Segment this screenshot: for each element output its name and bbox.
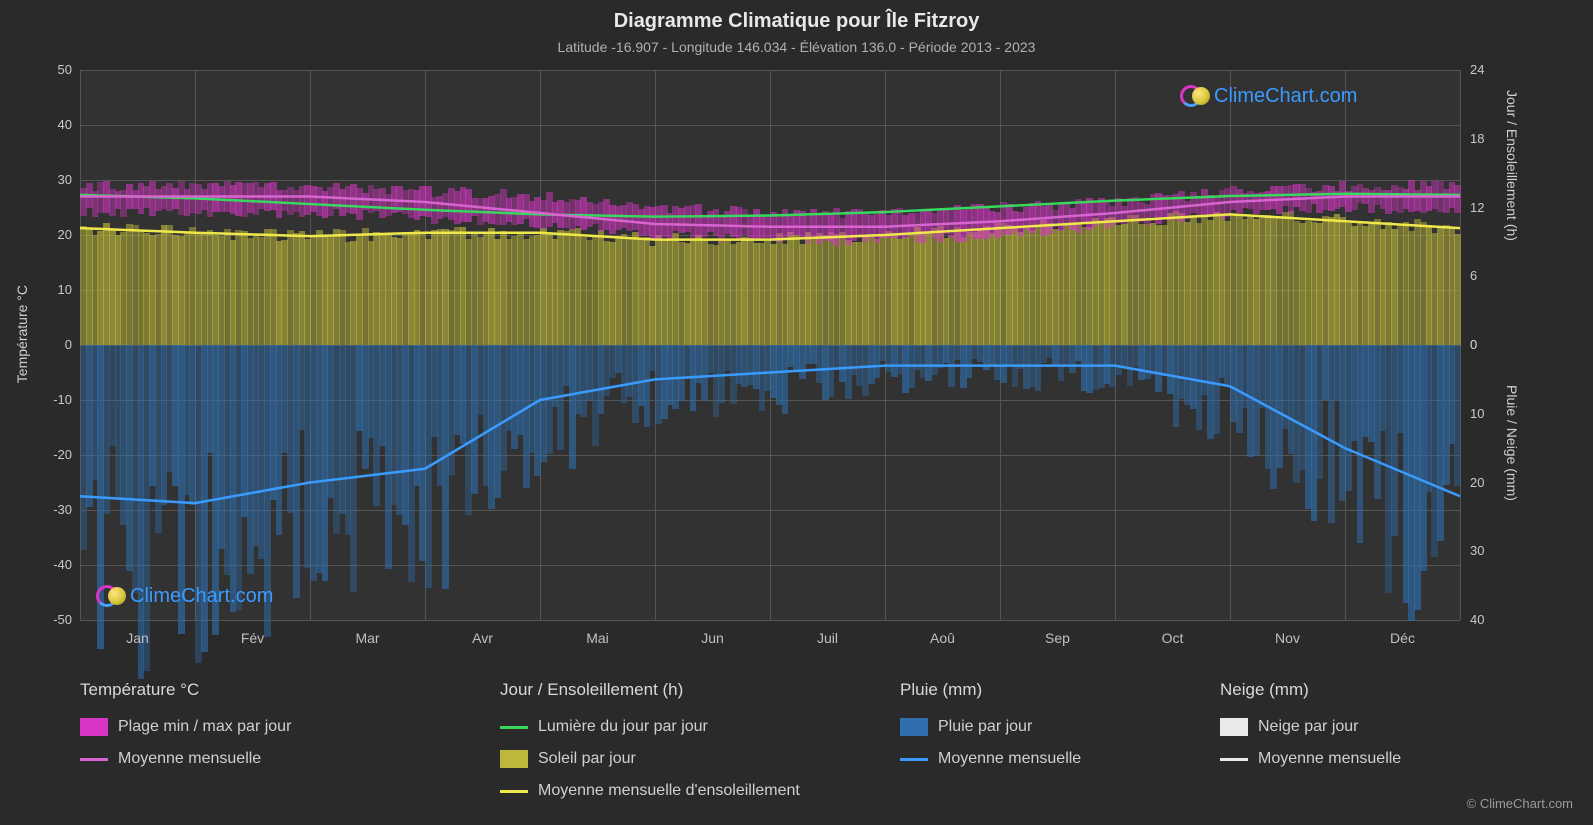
legend-column: Neige (mm) Neige par jour Moyenne mensuell… [1220,680,1520,800]
swatch-rect-icon [1220,718,1248,736]
y-left-tick: -40 [32,557,72,572]
x-tick: Aoû [930,630,955,646]
logo-icon [1180,82,1208,110]
legend-label: Moyenne mensuelle d'ensoleillement [538,782,800,800]
x-tick: Déc [1390,630,1415,646]
legend-item: Moyenne mensuelle d'ensoleillement [500,782,880,800]
y-left-tick: 30 [32,172,72,187]
chart-subtitle: Latitude -16.907 - Longitude 146.034 - É… [0,33,1593,55]
legend-item: Moyenne mensuelle [900,750,1200,768]
legend-label: Pluie par jour [938,718,1032,736]
legend-item: Lumière du jour par jour [500,718,880,736]
legend-label: Plage min / max par jour [118,718,291,736]
x-tick: Mar [355,630,379,646]
x-tick: Oct [1162,630,1184,646]
y-right-bottom-tick: 0 [1470,337,1510,352]
grid-line [80,620,1460,621]
temp-range-fill [1454,185,1461,214]
y-left-tick: -50 [32,612,72,627]
legend: Température °C Plage min / max par jour Mo… [80,680,1520,800]
chart-container: Diagramme Climatique pour Île Fitzroy La… [0,0,1593,825]
y-left-tick: 10 [32,282,72,297]
watermark: ClimeChart.com [1180,82,1357,110]
plot-area [80,70,1460,620]
legend-label: Moyenne mensuelle [1258,750,1401,768]
x-tick: Avr [472,630,493,646]
legend-item: Pluie par jour [900,718,1200,736]
rain-fill [1454,345,1461,486]
legend-header: Pluie (mm) [900,680,1200,700]
swatch-rect-icon [900,718,928,736]
y-right-top-tick: 24 [1470,62,1510,77]
copyright-text: © ClimeChart.com [1467,796,1573,811]
legend-item: Moyenne mensuelle [1220,750,1520,768]
legend-header: Température °C [80,680,480,700]
legend-label: Moyenne mensuelle [118,750,261,768]
y-right-bottom-title: Pluie / Neige (mm) [1504,385,1520,501]
watermark-text: ClimeChart.com [1214,85,1357,108]
x-tick: Mai [586,630,609,646]
y-right-top-tick: 6 [1470,268,1510,283]
swatch-line-icon [80,758,108,761]
x-tick: Fév [241,630,264,646]
swatch-rect-icon [500,750,528,768]
legend-item: Moyenne mensuelle [80,750,480,768]
swatch-line-icon [900,758,928,761]
legend-column: Pluie (mm) Pluie par jour Moyenne mensuell… [900,680,1200,800]
y-left-tick: -30 [32,502,72,517]
y-left-title: Température °C [14,285,30,383]
legend-item: Plage min / max par jour [80,718,480,736]
x-tick: Sep [1045,630,1070,646]
watermark: ClimeChart.com [96,582,273,610]
y-right-top-title: Jour / Ensoleillement (h) [1504,90,1520,241]
y-right-bottom-tick: 40 [1470,612,1510,627]
legend-item: Neige par jour [1220,718,1520,736]
x-tick: Juil [817,630,838,646]
legend-item: Soleil par jour [500,750,880,768]
x-tick: Jan [126,630,149,646]
y-left-tick: 20 [32,227,72,242]
logo-icon [96,582,124,610]
sun-fill [1454,234,1461,345]
legend-column: Température °C Plage min / max par jour Mo… [80,680,480,800]
swatch-line-icon [500,790,528,793]
swatch-line-icon [1220,758,1248,761]
y-left-tick: -20 [32,447,72,462]
legend-label: Moyenne mensuelle [938,750,1081,768]
legend-header: Jour / Ensoleillement (h) [500,680,880,700]
legend-label: Soleil par jour [538,750,636,768]
swatch-rect-icon [80,718,108,736]
y-left-tick: 40 [32,117,72,132]
chart-title: Diagramme Climatique pour Île Fitzroy [0,0,1593,33]
legend-column: Jour / Ensoleillement (h) Lumière du jour… [500,680,880,800]
legend-label: Neige par jour [1258,718,1359,736]
y-right-bottom-tick: 30 [1470,543,1510,558]
watermark-text: ClimeChart.com [130,585,273,608]
legend-label: Lumière du jour par jour [538,718,708,736]
legend-header: Neige (mm) [1220,680,1520,700]
x-tick: Nov [1275,630,1300,646]
swatch-line-icon [500,726,528,729]
y-left-tick: 50 [32,62,72,77]
y-left-tick: 0 [32,337,72,352]
y-left-tick: -10 [32,392,72,407]
x-tick: Jun [701,630,724,646]
